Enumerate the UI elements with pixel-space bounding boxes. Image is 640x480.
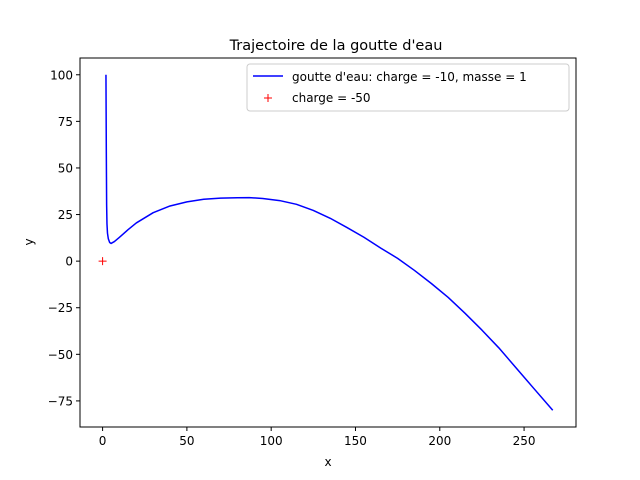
x-axis: 0 50 100 150 200 250 — [99, 427, 536, 448]
y-tick-label: 25 — [58, 208, 73, 222]
chart-title: Trajectoire de la goutte d'eau — [229, 38, 443, 54]
y-tick-label: 75 — [58, 115, 73, 129]
x-tick-label: 50 — [179, 434, 194, 448]
y-tick-label: −75 — [48, 394, 73, 408]
y-tick-label: 0 — [65, 255, 73, 269]
series-line-trajectory — [105, 74, 554, 411]
legend-plus-marker — [264, 94, 272, 102]
data-point-charge — [98, 257, 107, 266]
legend-entry-charge: charge = -50 — [292, 91, 371, 105]
x-tick-label: 100 — [260, 434, 283, 448]
y-axis: −75 −50 −25 0 25 50 75 100 — [48, 68, 80, 408]
x-tick-label: 0 — [99, 434, 107, 448]
axes-frame — [79, 57, 577, 428]
y-tick-label: 100 — [50, 68, 73, 82]
legend-entry-trajectory: goutte d'eau: charge = -10, masse = 1 — [292, 70, 527, 84]
x-tick-label: 200 — [428, 434, 451, 448]
y-tick-label: −25 — [48, 301, 73, 315]
legend-box — [246, 63, 570, 112]
plot-area — [98, 74, 554, 411]
x-tick-label: 150 — [344, 434, 367, 448]
y-tick-label: −50 — [48, 348, 73, 362]
series-layer — [98, 74, 554, 411]
x-tick-label: 250 — [513, 434, 536, 448]
y-axis-label: y — [22, 238, 36, 245]
y-tick-label: 50 — [58, 161, 73, 175]
legend: goutte d'eau: charge = -10, masse = 1 ch… — [246, 63, 570, 112]
x-axis-label: x — [324, 455, 331, 469]
